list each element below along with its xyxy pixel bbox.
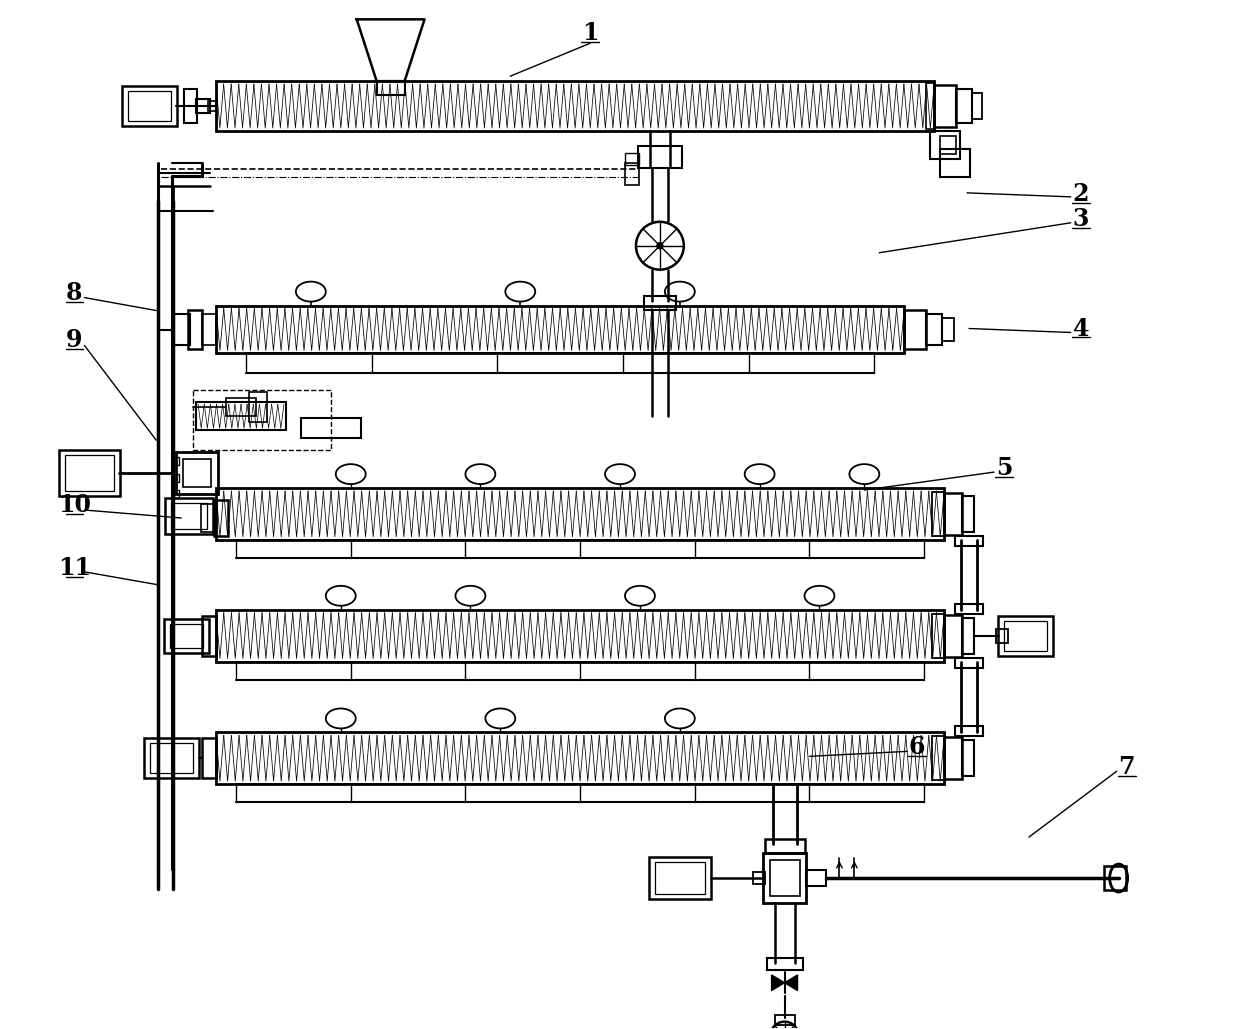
Bar — [637, 146, 682, 168]
Text: 11: 11 — [58, 556, 91, 580]
Bar — [944, 738, 962, 779]
Bar — [926, 314, 942, 346]
Bar — [215, 500, 228, 536]
Bar — [655, 862, 704, 894]
Text: 2: 2 — [1073, 182, 1089, 206]
Bar — [164, 618, 208, 652]
Bar — [170, 624, 202, 647]
Text: 3: 3 — [1073, 207, 1089, 230]
Bar — [64, 455, 114, 491]
Bar — [962, 496, 975, 532]
Bar — [649, 857, 711, 899]
Bar — [962, 741, 975, 776]
Bar — [202, 615, 216, 655]
Bar — [763, 853, 806, 903]
Bar — [216, 733, 944, 784]
Bar — [962, 617, 975, 653]
Bar — [208, 101, 216, 111]
Bar — [176, 452, 218, 494]
Bar — [144, 739, 198, 778]
Bar — [165, 498, 213, 534]
Bar — [955, 726, 983, 737]
Bar — [174, 314, 190, 346]
Bar — [932, 492, 945, 536]
Bar — [188, 310, 202, 350]
Text: 6: 6 — [909, 736, 925, 759]
Text: 8: 8 — [66, 281, 83, 305]
Bar — [955, 658, 983, 668]
Bar — [58, 450, 120, 496]
Bar — [996, 629, 1008, 643]
Bar — [1104, 866, 1126, 890]
Bar — [174, 490, 180, 498]
Text: 9: 9 — [66, 328, 83, 353]
Bar — [249, 392, 267, 422]
Bar — [932, 613, 945, 658]
Bar — [201, 504, 215, 532]
Bar — [765, 839, 805, 853]
Bar — [625, 153, 639, 165]
Bar — [775, 1015, 795, 1025]
Bar — [625, 163, 639, 185]
Text: 1: 1 — [582, 22, 599, 45]
Text: 4: 4 — [1073, 317, 1089, 341]
Bar — [216, 81, 934, 131]
Bar — [770, 860, 800, 896]
Text: 5: 5 — [996, 456, 1012, 481]
Bar — [184, 459, 211, 487]
Bar — [940, 136, 956, 154]
Bar — [955, 536, 983, 546]
Bar — [942, 318, 954, 342]
Bar — [904, 310, 926, 350]
Bar — [226, 398, 255, 417]
Bar — [934, 85, 956, 127]
Bar — [122, 86, 176, 126]
Bar — [1004, 620, 1048, 650]
Bar — [196, 402, 286, 430]
Bar — [216, 488, 944, 540]
Text: 7: 7 — [1118, 755, 1135, 779]
Bar — [753, 872, 765, 884]
Bar — [377, 81, 404, 95]
Bar — [944, 493, 962, 535]
Bar — [174, 457, 180, 465]
Bar — [185, 90, 197, 123]
Bar — [644, 295, 676, 310]
Bar — [998, 615, 1053, 655]
Bar — [930, 131, 960, 158]
Bar — [932, 737, 945, 780]
Polygon shape — [785, 974, 797, 991]
Bar — [174, 474, 180, 483]
Bar — [944, 614, 962, 657]
Text: 10: 10 — [58, 493, 91, 517]
Polygon shape — [771, 974, 785, 991]
Bar — [128, 92, 171, 121]
Bar — [216, 306, 904, 353]
Bar — [766, 958, 802, 969]
Bar — [956, 90, 972, 123]
Bar — [940, 149, 970, 177]
Bar — [926, 83, 935, 129]
Bar — [216, 610, 944, 662]
Bar — [972, 94, 982, 119]
Bar — [150, 743, 192, 774]
Bar — [806, 871, 826, 886]
Bar — [202, 739, 216, 778]
Bar — [202, 314, 216, 346]
Bar — [196, 99, 210, 113]
Bar — [301, 418, 361, 438]
Ellipse shape — [657, 243, 663, 249]
Bar — [171, 503, 207, 529]
Bar — [955, 604, 983, 613]
